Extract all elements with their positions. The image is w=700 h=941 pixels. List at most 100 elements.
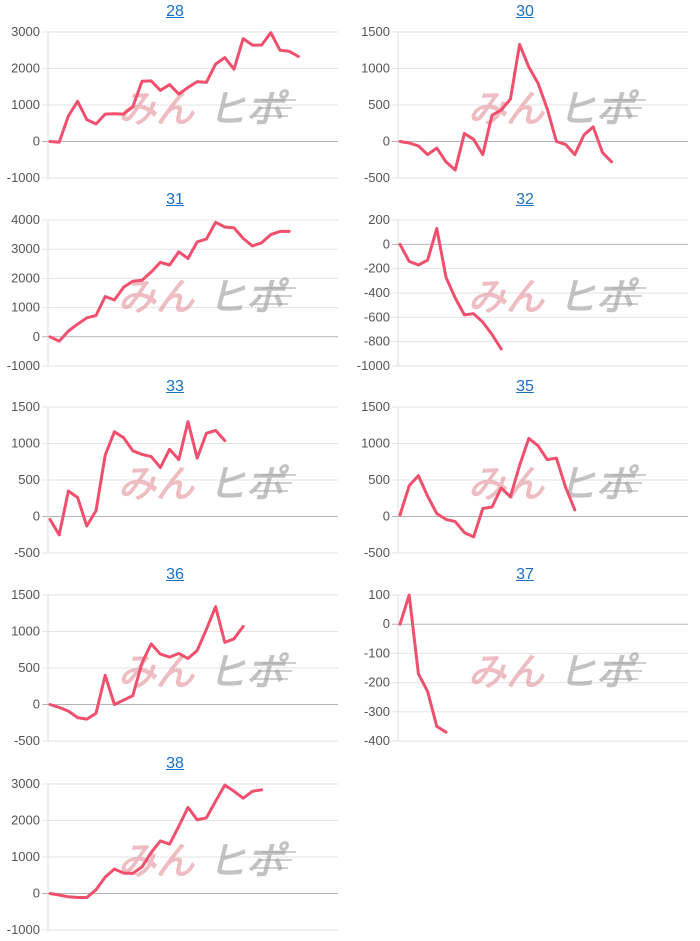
- y-tick-label: 0: [383, 236, 390, 251]
- y-tick-label: 500: [368, 472, 390, 487]
- y-tick-label: -1000: [7, 358, 40, 373]
- watermark-left-text: みん: [468, 462, 545, 506]
- y-tick-label: 0: [383, 616, 390, 631]
- series-line: [48, 783, 264, 899]
- y-tick-label: 1500: [11, 399, 40, 414]
- y-tick-label: 1000: [11, 624, 40, 639]
- chart-panel: 32 200 0 -200 -400 -600 -800 -1000 みん ヒポ: [350, 188, 700, 376]
- line-chart: 1500 1000 500 0 -500 みん ヒポ: [361, 399, 688, 560]
- y-tick-label: -200: [364, 261, 390, 276]
- series-line: [398, 42, 614, 172]
- watermark-left-text: みん: [468, 275, 545, 319]
- y-tick-label: 1500: [11, 587, 40, 602]
- y-tick-label: 500: [18, 472, 40, 487]
- chart-title-link[interactable]: 35: [516, 378, 534, 395]
- chart-title-link[interactable]: 38: [166, 755, 184, 772]
- y-tick-label: 1000: [11, 300, 40, 315]
- line-chart: 3000 2000 1000 0 -1000 みん ヒポ: [7, 24, 338, 185]
- y-tick-label: 0: [33, 329, 40, 344]
- y-tick-label: 100: [368, 587, 390, 602]
- chart-title-link[interactable]: 33: [166, 378, 184, 395]
- chart-panel: 30 1500 1000 500 0 -500 みん ヒポ: [350, 0, 700, 188]
- y-tick-label: -400: [364, 285, 390, 300]
- y-tick-label: 1000: [11, 97, 40, 112]
- chart-title-link[interactable]: 31: [166, 191, 184, 208]
- series-line: [398, 227, 503, 351]
- y-tick-label: -500: [364, 170, 390, 185]
- line-chart: 1500 1000 500 0 -500 みん ヒポ: [11, 399, 338, 560]
- y-tick-label: 4000: [11, 212, 40, 227]
- y-tick-label: -800: [364, 334, 390, 349]
- y-tick-label: 500: [368, 97, 390, 112]
- chart-title-link[interactable]: 36: [166, 566, 184, 583]
- y-tick-label: 1500: [361, 399, 390, 414]
- line-chart: 3000 2000 1000 0 -1000 みん ヒポ: [7, 776, 338, 937]
- series-line: [48, 605, 245, 721]
- watermark-logo: みん ヒポ: [118, 462, 296, 506]
- chart-title-link[interactable]: 32: [516, 191, 534, 208]
- y-tick-label: 3000: [11, 24, 40, 39]
- y-tick-label: -100: [364, 645, 390, 660]
- line-chart: 200 0 -200 -400 -600 -800 -1000 みん ヒポ: [357, 212, 688, 373]
- y-tick-label: 0: [33, 134, 40, 149]
- series-line: [48, 31, 300, 144]
- y-tick-label: -500: [14, 545, 40, 560]
- y-tick-label: 2000: [11, 270, 40, 285]
- line-chart: 1500 1000 500 0 -500 みん ヒポ: [11, 587, 338, 748]
- y-tick-label: 200: [368, 212, 390, 227]
- series-line: [48, 420, 227, 537]
- series-line: [398, 436, 577, 539]
- y-tick-label: -300: [364, 704, 390, 719]
- y-tick-label: -600: [364, 309, 390, 324]
- chart-panel: 33 1500 1000 500 0 -500 みん ヒポ: [0, 375, 350, 563]
- chart-panel: 38 3000 2000 1000 0 -1000 みん ヒポ: [0, 752, 350, 940]
- y-tick-label: 0: [33, 509, 40, 524]
- y-tick-label: 1000: [361, 61, 390, 76]
- chart-panel: 31 4000 3000 2000 1000 0 -1000 みん ヒポ: [0, 188, 350, 376]
- chart-title-link[interactable]: 37: [516, 566, 534, 583]
- y-tick-label: -1000: [7, 170, 40, 185]
- watermark-logo: みん ヒポ: [118, 839, 296, 883]
- watermark-logo: みん ヒポ: [118, 87, 296, 131]
- y-tick-label: 1000: [11, 436, 40, 451]
- y-tick-label: 0: [33, 697, 40, 712]
- y-tick-label: 3000: [11, 776, 40, 791]
- watermark-logo: みん ヒポ: [468, 275, 646, 319]
- watermark-logo: みん ヒポ: [468, 87, 646, 131]
- chart-panel: 37 100 0 -100 -200 -300 -400 みん ヒポ: [350, 563, 700, 751]
- y-tick-label: -400: [364, 733, 390, 748]
- y-tick-label: 2000: [11, 813, 40, 828]
- watermark-left-text: みん: [118, 275, 195, 319]
- watermark-left-text: みん: [118, 650, 195, 694]
- y-tick-label: 2000: [11, 61, 40, 76]
- y-tick-label: -500: [14, 733, 40, 748]
- series-line: [48, 220, 291, 343]
- watermark-logo: みん ヒポ: [468, 462, 646, 506]
- line-chart: 1500 1000 500 0 -500 みん ヒポ: [361, 24, 688, 185]
- watermark-logo: みん ヒポ: [468, 650, 646, 694]
- y-tick-label: -1000: [7, 922, 40, 937]
- y-tick-label: 1000: [11, 849, 40, 864]
- y-tick-label: 0: [383, 134, 390, 149]
- chart-title-link[interactable]: 28: [166, 3, 184, 20]
- y-tick-label: 1500: [361, 24, 390, 39]
- y-tick-label: 500: [18, 660, 40, 675]
- y-tick-label: -500: [364, 545, 390, 560]
- watermark-logo: みん ヒポ: [118, 275, 296, 319]
- y-tick-label: 0: [383, 509, 390, 524]
- watermark-left-text: みん: [118, 462, 195, 506]
- y-tick-label: -200: [364, 675, 390, 690]
- y-tick-label: 1000: [361, 436, 390, 451]
- y-tick-label: 0: [33, 886, 40, 901]
- chart-panel: 28 3000 2000 1000 0 -1000 みん ヒポ: [0, 0, 350, 188]
- watermark-logo: みん ヒポ: [118, 650, 296, 694]
- series-line: [398, 593, 448, 734]
- watermark-left-text: みん: [468, 650, 545, 694]
- line-chart: 100 0 -100 -200 -300 -400 みん ヒポ: [364, 587, 688, 748]
- watermark-left-text: みん: [468, 87, 545, 131]
- line-chart: 4000 3000 2000 1000 0 -1000 みん ヒポ: [7, 212, 338, 373]
- chart-panel: 36 1500 1000 500 0 -500 みん ヒポ: [0, 563, 350, 751]
- chart-panel: 35 1500 1000 500 0 -500 みん ヒポ: [350, 375, 700, 563]
- chart-title-link[interactable]: 30: [516, 3, 534, 20]
- y-tick-label: 3000: [11, 241, 40, 256]
